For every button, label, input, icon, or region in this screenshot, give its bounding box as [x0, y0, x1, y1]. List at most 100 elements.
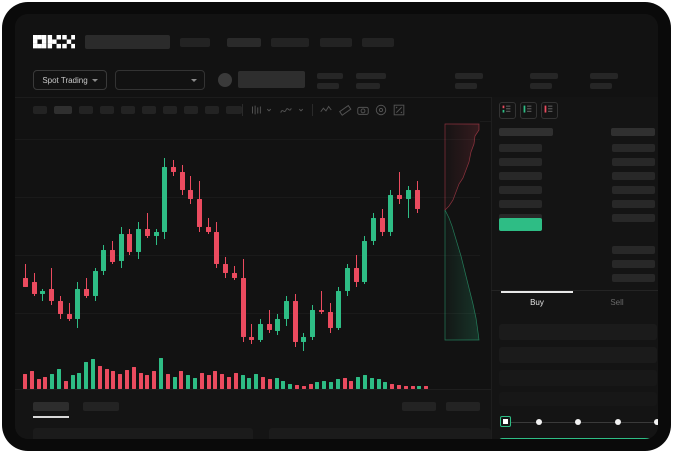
orderbook-ask-row[interactable] [499, 200, 542, 208]
order-field-amount[interactable] [499, 347, 657, 363]
orderbook-bid-row[interactable] [612, 172, 655, 180]
market-type-button[interactable]: Spot Trading [33, 70, 107, 90]
candle-wick [407, 185, 409, 218]
timeframe-button-2[interactable] [54, 106, 72, 114]
submit-order-button[interactable] [499, 438, 657, 439]
volume-bar [159, 357, 163, 389]
orderbook-bid-row[interactable] [612, 260, 655, 268]
timeframe-button-5[interactable] [121, 106, 135, 114]
volume-bar [227, 376, 231, 389]
camera-icon[interactable] [356, 103, 370, 117]
price-chart[interactable] [15, 121, 480, 389]
orderbook-bid-row[interactable] [612, 186, 655, 194]
bottom-action-2[interactable] [446, 402, 480, 411]
volume-bar [138, 372, 143, 389]
chevron-down-icon[interactable] [265, 103, 273, 117]
orderbook-column-header [499, 128, 553, 136]
settings-icon[interactable] [374, 103, 388, 117]
line-chart-icon[interactable] [319, 103, 333, 117]
orderbook-ask-row[interactable] [499, 186, 542, 194]
timeframe-button-1[interactable] [33, 106, 47, 114]
coin-avatar [218, 73, 232, 87]
stepper-step-2[interactable] [536, 419, 542, 425]
volume-bar [329, 382, 333, 389]
orderbook-bid-row[interactable] [612, 158, 655, 166]
candle-body [92, 270, 98, 296]
candle-body [336, 291, 342, 329]
bottom-action-1[interactable] [402, 402, 436, 411]
nav-item-2[interactable] [227, 38, 261, 47]
orderbook-bid-row[interactable] [612, 144, 655, 152]
volume-bar [84, 361, 89, 389]
nav-item-4[interactable] [320, 38, 352, 47]
candle-wick [399, 171, 401, 204]
stat-2-value [356, 83, 380, 89]
bottom-tab-1[interactable] [33, 402, 69, 411]
orderbook-bid-row[interactable] [612, 274, 655, 282]
orderbook-ask-row[interactable] [499, 172, 542, 180]
volume-bar [424, 386, 429, 389]
orderbook-ask-row[interactable] [499, 158, 542, 166]
orderbook-bid-row[interactable] [612, 200, 655, 208]
candle-body [136, 229, 142, 253]
orderbook-view-both[interactable] [499, 102, 516, 119]
candle-body [266, 323, 272, 331]
candle-wick [42, 289, 44, 301]
volume-bar [97, 365, 102, 389]
timeframe-button-8[interactable] [184, 106, 198, 114]
orderbook-spread-row[interactable] [499, 218, 542, 231]
bottom-tab-2[interactable] [83, 402, 119, 411]
tab-sell[interactable]: Sell [610, 298, 624, 307]
volume-bar [247, 378, 252, 389]
nav-item-5[interactable] [362, 38, 394, 47]
stepper-step-4[interactable] [615, 419, 621, 425]
candle-wick [207, 217, 209, 234]
chevron-down-icon[interactable] [297, 103, 305, 117]
market-depth-overlay [439, 122, 491, 342]
order-field-price[interactable] [499, 324, 657, 340]
indicator-icon[interactable] [279, 103, 293, 117]
fullscreen-icon[interactable] [392, 103, 406, 117]
timeframe-button-10[interactable] [226, 106, 242, 114]
volume-bar [261, 376, 265, 389]
orderbook-bid-row[interactable] [612, 214, 655, 222]
candle-body [40, 291, 46, 294]
timeframe-button-6[interactable] [142, 106, 156, 114]
volume-bar [295, 384, 299, 389]
candle-body [118, 233, 124, 262]
order-field-total[interactable] [499, 370, 657, 386]
candlestick-icon[interactable] [249, 103, 263, 117]
timeframe-button-9[interactable] [205, 106, 219, 114]
search-input[interactable] [85, 35, 170, 49]
tab-buy[interactable]: Buy [530, 298, 544, 307]
okx-logo[interactable] [33, 35, 75, 49]
orderbook-ask-row[interactable] [499, 144, 542, 152]
volume-bar [118, 374, 123, 389]
stat-4-value [530, 83, 552, 89]
candle-body [49, 289, 55, 301]
tablet-screen: Spot Trading [15, 14, 658, 439]
nav-item-3[interactable] [271, 38, 309, 47]
stepper-step-3[interactable] [575, 419, 581, 425]
volume-bar [403, 385, 408, 389]
volume-bar [301, 385, 306, 389]
candle-wick [51, 268, 53, 306]
timeframe-button-4[interactable] [100, 106, 114, 114]
stat-5-value [590, 83, 612, 89]
orderbook-bid-row[interactable] [612, 246, 655, 254]
volume-bar [57, 368, 61, 389]
volume-bar [206, 375, 211, 389]
trading-pair-select[interactable] [115, 70, 205, 90]
timeframe-button-3[interactable] [79, 106, 93, 114]
stepper-step-1[interactable] [500, 416, 511, 427]
candle-wick [320, 291, 322, 315]
nav-item-1[interactable] [180, 38, 210, 47]
ruler-icon[interactable] [338, 103, 352, 117]
volume-bar [77, 372, 82, 389]
timeframe-button-7[interactable] [163, 106, 177, 114]
orderbook-view-bids[interactable] [520, 102, 537, 119]
candle-body [231, 273, 237, 278]
stepper-step-5[interactable] [654, 419, 658, 425]
orderbook-view-asks[interactable] [541, 102, 558, 119]
candle-body [379, 217, 385, 232]
